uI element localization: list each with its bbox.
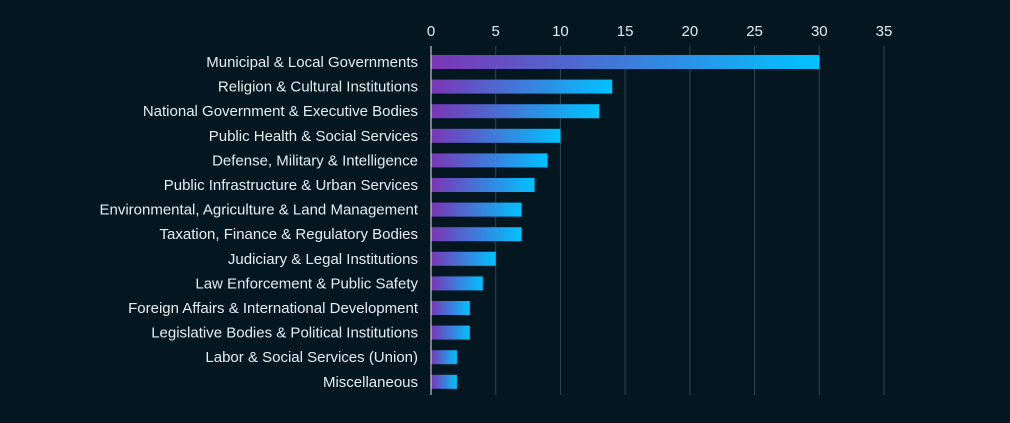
bars [431, 55, 820, 389]
bar-12 [431, 350, 457, 365]
category-labels: Municipal & Local Governments Religion & … [99, 54, 418, 391]
category-label: Miscellaneous [323, 374, 418, 391]
category-label: Foreign Affairs & International Developm… [128, 300, 419, 317]
category-label: Municipal & Local Governments [206, 54, 418, 71]
x-tick-label: 10 [552, 23, 569, 40]
bar-6 [431, 202, 522, 217]
bar-7 [431, 227, 522, 242]
x-tick-label: 15 [617, 23, 634, 40]
x-tick-label: 25 [746, 23, 763, 40]
bar-5 [431, 178, 535, 192]
category-label: Public Infrastructure & Urban Services [164, 177, 418, 194]
category-label: National Government & Executive Bodies [143, 103, 418, 120]
category-label: Defense, Military & Intelligence [212, 152, 418, 169]
category-label: Labor & Social Services (Union) [205, 349, 418, 366]
grid-lines [495, 46, 885, 395]
category-label: Law Enforcement & Public Safety [195, 275, 418, 292]
bar-2 [431, 104, 600, 119]
x-tick-label: 35 [876, 23, 893, 40]
x-axis-ticks: 0 5 10 15 20 25 30 35 [427, 23, 893, 40]
bar-11 [431, 325, 470, 340]
x-tick-label: 5 [492, 23, 500, 40]
x-tick-label: 30 [811, 23, 828, 40]
category-label: Legislative Bodies & Political Instituti… [151, 325, 418, 342]
bar-3 [431, 128, 561, 143]
category-label: Taxation, Finance & Regulatory Bodies [160, 226, 418, 243]
bar-0 [431, 55, 820, 69]
bar-9 [431, 276, 483, 291]
category-label: Public Health & Social Services [209, 128, 418, 145]
bar-1 [431, 79, 613, 94]
x-tick-label: 0 [427, 23, 435, 40]
bar-8 [431, 251, 496, 266]
x-tick-label: 20 [682, 23, 699, 40]
bar-10 [431, 301, 470, 315]
category-label: Religion & Cultural Institutions [218, 79, 418, 96]
bar-4 [431, 153, 548, 168]
category-label: Environmental, Agriculture & Land Manage… [99, 202, 418, 219]
category-label: Judiciary & Legal Institutions [228, 251, 418, 268]
bar-13 [431, 374, 457, 389]
